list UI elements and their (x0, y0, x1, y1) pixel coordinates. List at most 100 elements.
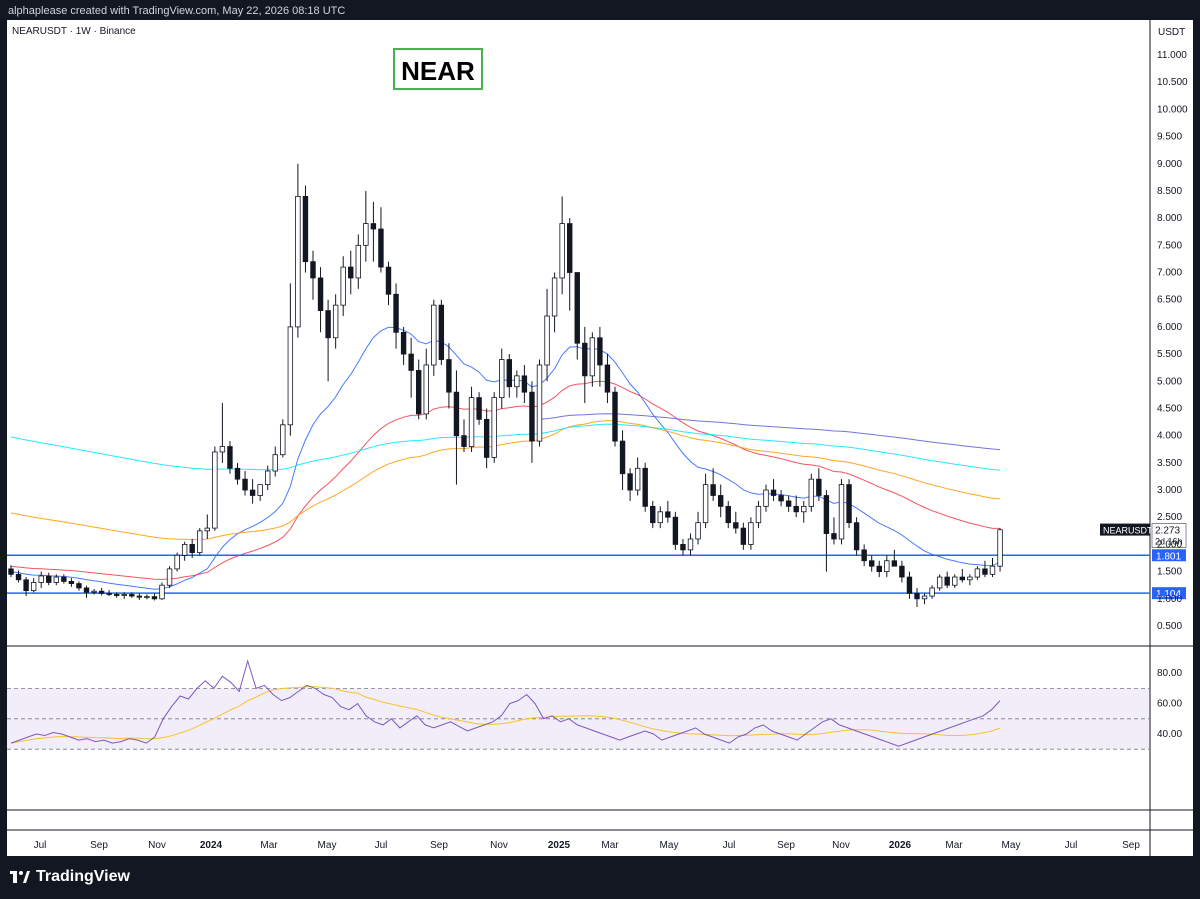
attribution-text: alphaplease created with TradingView.com… (8, 5, 346, 17)
y-tick-label: 6.000 (1157, 322, 1182, 333)
candle-body (295, 195, 301, 328)
annotation-box (393, 48, 483, 90)
rsi-pane: 80.00 60.00 40.00 (7, 659, 1182, 750)
candle-body (974, 568, 981, 578)
candle-body (529, 391, 535, 442)
candle-body (166, 568, 173, 586)
x-tick-label: Sep (777, 840, 795, 851)
y-tick-label: 2.000 (1157, 539, 1182, 550)
candle-body (370, 223, 377, 230)
candle-body (846, 484, 852, 524)
candle-body (680, 544, 686, 551)
y-tick-label: 1.500 (1157, 567, 1182, 578)
level-price-label: 1.104 (1156, 589, 1181, 600)
axes-layer: 11.000 10.500 10.000 9.500 9.000 8.500 8.000 7.… (34, 50, 1188, 851)
candle-body (68, 581, 75, 584)
candle-body (853, 522, 860, 551)
candle-body (355, 244, 361, 279)
candle-body (114, 594, 120, 596)
candle-body (53, 576, 59, 583)
candle-body (574, 272, 580, 344)
y-tick-label: 2.500 (1157, 512, 1182, 523)
candle-body (431, 304, 437, 366)
annotation-text: NEAR (401, 56, 475, 86)
candle-body (483, 418, 490, 458)
candle-body (453, 391, 460, 437)
candle-body (944, 576, 950, 586)
candle-body (627, 473, 633, 491)
x-tick-label: Nov (490, 840, 508, 851)
candle-body (264, 470, 271, 486)
x-tick-label: Sep (90, 840, 108, 851)
y-tick-label: 8.500 (1157, 186, 1182, 197)
candle-body (952, 576, 958, 586)
candle-body (906, 576, 913, 594)
candle-body (567, 223, 573, 273)
candle-body (144, 596, 150, 599)
candle-body (536, 364, 543, 442)
level-price-tag (1152, 587, 1186, 600)
candle-body (408, 353, 414, 371)
candle-body (204, 527, 210, 532)
rsi-line (10, 659, 1001, 747)
candle-body (234, 467, 241, 480)
candle-body (378, 228, 384, 268)
x-tick-label: 2025 (548, 840, 571, 851)
x-tick-label: May (1002, 840, 1021, 851)
x-tick-label: Mar (260, 840, 278, 851)
currency-label: USDT (1158, 27, 1185, 38)
candle-body (884, 560, 890, 573)
candle-body (91, 590, 97, 593)
candle-body (219, 446, 226, 453)
candle-body (249, 489, 256, 496)
candle-body (989, 565, 996, 575)
candle-body (612, 391, 618, 442)
candle-body (189, 544, 195, 553)
candle-body (763, 489, 769, 507)
ema-line (10, 326, 1001, 590)
footer-bar: TradingView (0, 856, 1200, 899)
chart-panel[interactable]: 1.801 1.104 NEARUSDT 2.273 2d 16h 80.00 60.00… (7, 20, 1193, 856)
candle-body (642, 467, 648, 507)
candle-body (702, 484, 709, 524)
candle-body (748, 522, 754, 545)
last-price-box (1151, 523, 1187, 548)
candle-body (921, 595, 928, 600)
candle-body (619, 440, 626, 475)
candle-body (302, 195, 309, 263)
x-tick-label: Jul (34, 840, 47, 851)
x-tick-label: Jul (375, 840, 388, 851)
candle-body (650, 505, 656, 524)
candle-body (634, 467, 641, 491)
candle-body (725, 505, 731, 524)
candle-body (257, 484, 263, 496)
candle-body (544, 315, 550, 366)
y-tick-label: 4.500 (1157, 403, 1182, 414)
candle-body (959, 576, 965, 581)
candle-body (929, 587, 935, 597)
candle-body (793, 505, 799, 513)
candle-body (831, 533, 837, 540)
candle-body (672, 516, 679, 545)
candle-body (559, 223, 565, 279)
candle-body (136, 595, 143, 598)
y-tick-label: 10.500 (1157, 77, 1188, 88)
candle-body (687, 538, 694, 551)
candle-body (76, 583, 82, 589)
candle-body (98, 590, 105, 594)
ema-line (10, 423, 1001, 471)
x-tick-label: 2026 (889, 840, 912, 851)
candle-body (506, 359, 512, 388)
candle-body (808, 478, 814, 507)
candles-layer (8, 163, 1003, 607)
tradingview-logo[interactable]: TradingView (10, 866, 130, 888)
candle-body (899, 565, 905, 578)
candle-body (740, 527, 747, 545)
candle-body (604, 364, 611, 393)
x-tick-label: May (660, 840, 679, 851)
candle-body (310, 261, 316, 279)
candle-body (891, 560, 898, 567)
candle-body (823, 495, 830, 534)
